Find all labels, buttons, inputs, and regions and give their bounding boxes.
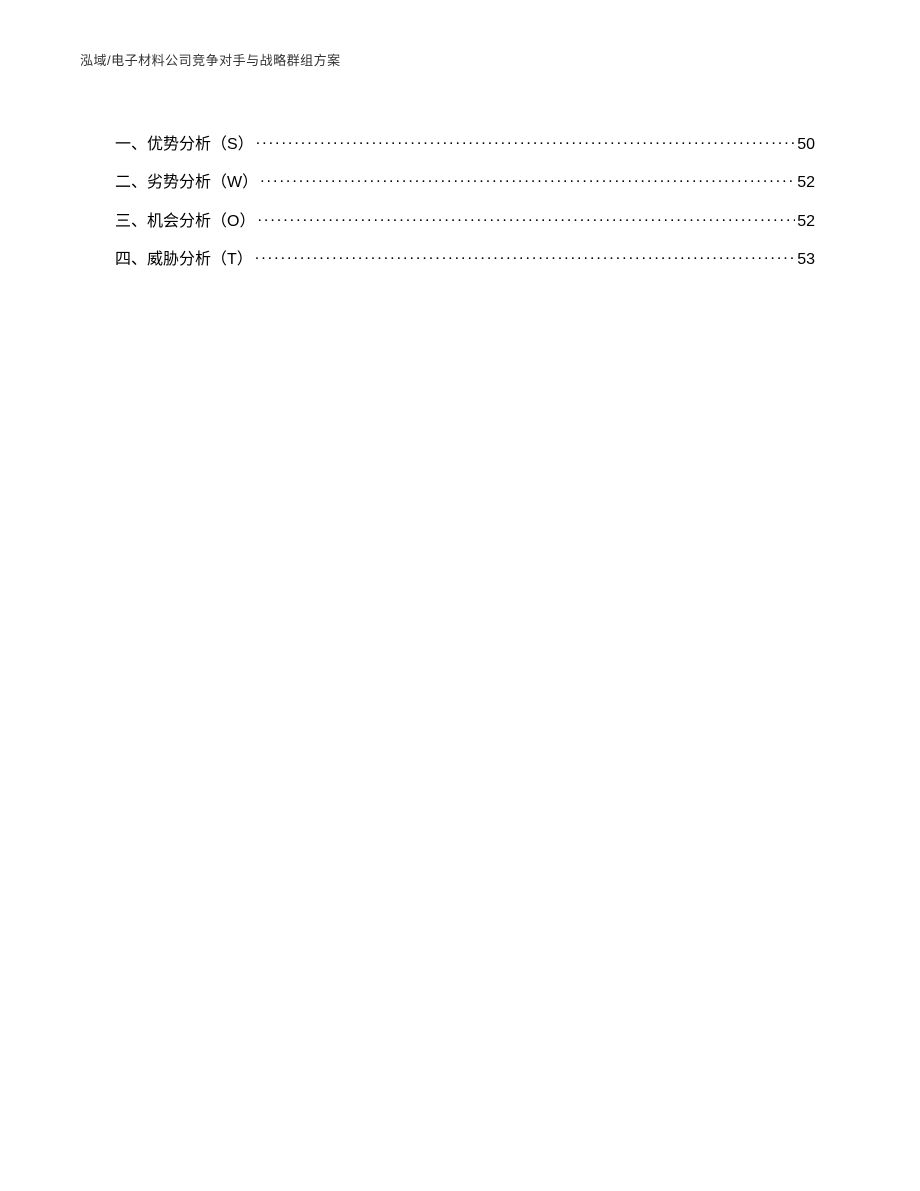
toc-entry-label: 一、优势分析（S） bbox=[115, 130, 254, 154]
toc-entry-label: 三、机会分析（O） bbox=[115, 207, 255, 231]
toc-entry-page: 52 bbox=[797, 213, 815, 231]
table-of-contents: 一、优势分析（S） 50 二、劣势分析（W） 52 三、机会分析（O） 52 四… bbox=[115, 130, 815, 283]
toc-dots bbox=[256, 130, 796, 149]
toc-dots bbox=[257, 206, 795, 225]
header-text: 泓域/电子材料公司竞争对手与战略群组方案 bbox=[80, 53, 341, 68]
document-header: 泓域/电子材料公司竞争对手与战略群组方案 bbox=[80, 50, 341, 69]
toc-entry-page: 50 bbox=[797, 136, 815, 154]
toc-entry-label: 四、威胁分析（T） bbox=[115, 245, 253, 269]
toc-entry: 四、威胁分析（T） 53 bbox=[115, 245, 815, 269]
toc-dots bbox=[260, 168, 795, 187]
toc-entry-page: 52 bbox=[797, 174, 815, 192]
toc-dots bbox=[255, 245, 795, 264]
toc-entry: 三、机会分析（O） 52 bbox=[115, 206, 815, 230]
toc-entry-page: 53 bbox=[797, 251, 815, 269]
toc-entry: 二、劣势分析（W） 52 bbox=[115, 168, 815, 192]
toc-entry: 一、优势分析（S） 50 bbox=[115, 130, 815, 154]
toc-entry-label: 二、劣势分析（W） bbox=[115, 168, 258, 192]
